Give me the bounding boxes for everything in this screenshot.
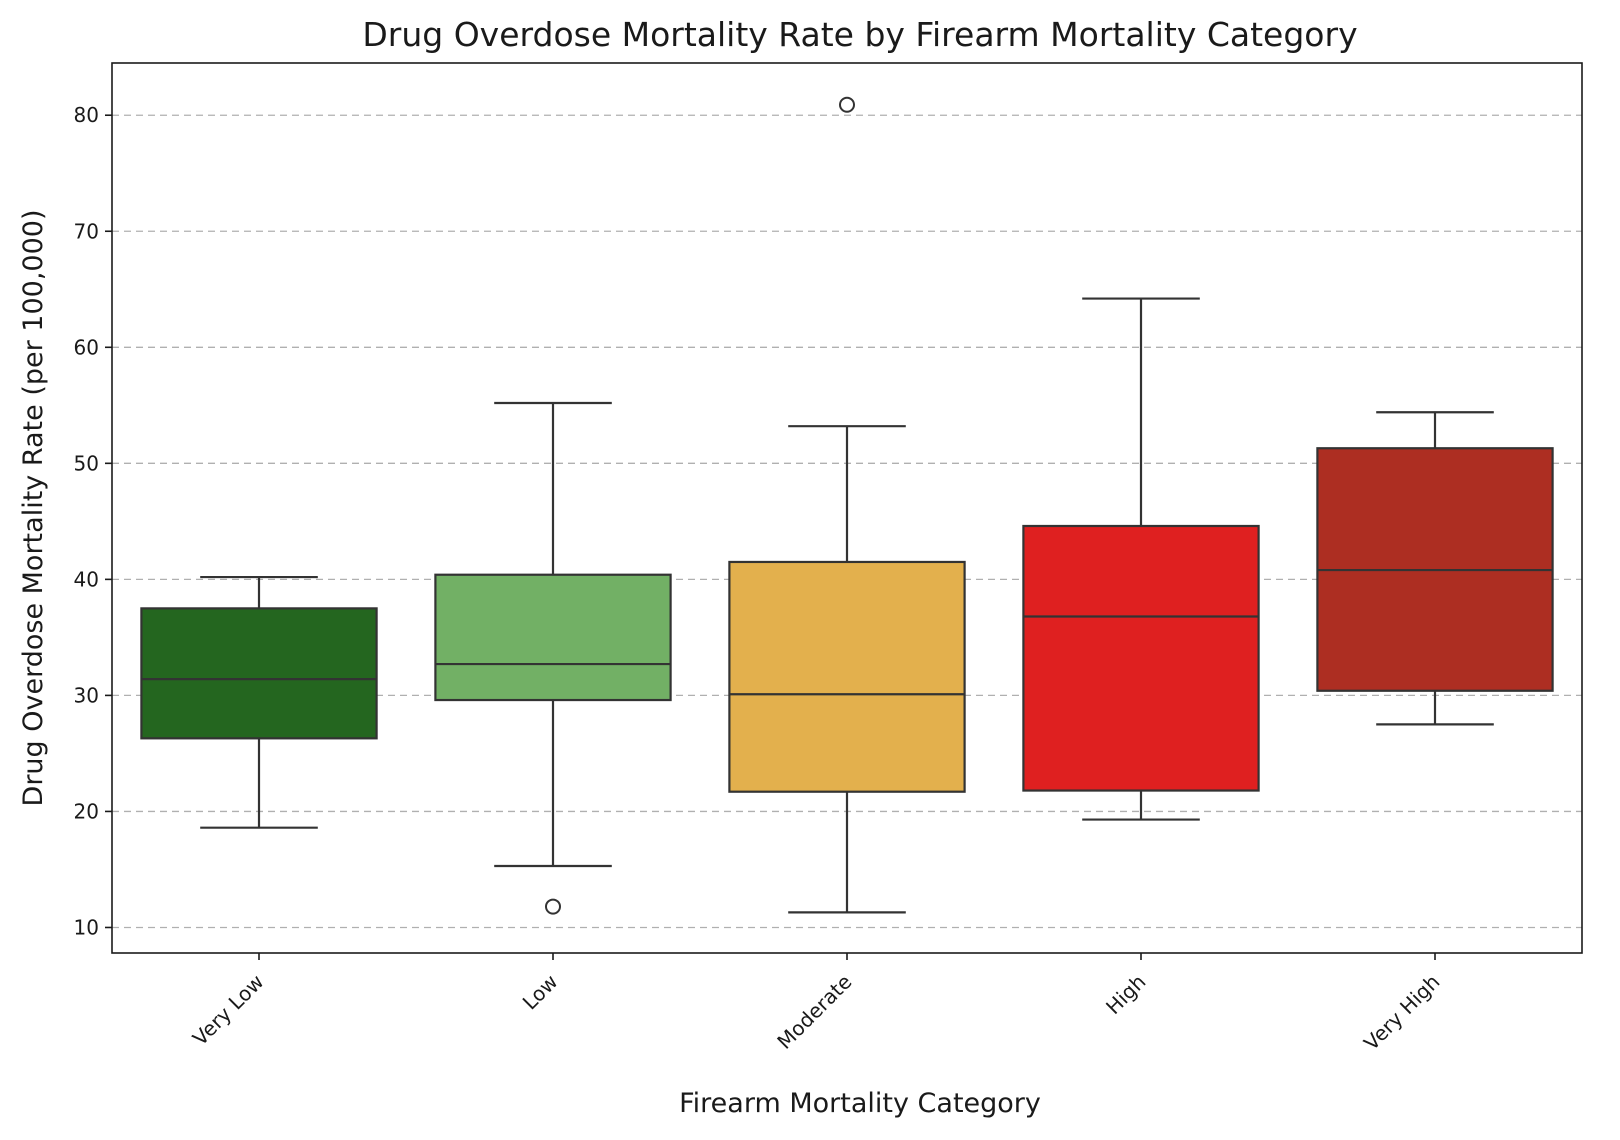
box-group bbox=[1022, 297, 1260, 821]
x-tick-label: High bbox=[1101, 970, 1150, 1019]
iqr-box bbox=[1022, 524, 1260, 792]
x-axis: Very Low Low Moderate High Very High bbox=[188, 953, 1445, 1055]
box-group bbox=[434, 401, 672, 915]
boxes bbox=[140, 96, 1554, 915]
y-tick-label: 40 bbox=[74, 567, 99, 591]
x-tick-label: Low bbox=[518, 970, 563, 1015]
box-group bbox=[140, 575, 378, 829]
x-axis-title: Firearm Mortality Category bbox=[679, 1088, 1041, 1119]
box-group bbox=[1316, 411, 1554, 726]
y-axis-title: Drug Overdose Mortality Rate (per 100,00… bbox=[18, 210, 49, 807]
y-tick-label: 80 bbox=[74, 103, 99, 127]
y-tick-label: 10 bbox=[74, 915, 99, 939]
x-tick-label: Very High bbox=[1359, 970, 1444, 1055]
chart-title: Drug Overdose Mortality Rate by Firearm … bbox=[362, 15, 1357, 54]
y-tick-label: 30 bbox=[74, 683, 99, 707]
iqr-box bbox=[728, 560, 966, 793]
x-tick-label: Very Low bbox=[188, 970, 269, 1051]
y-tick-label: 20 bbox=[74, 799, 99, 823]
outlier-point bbox=[839, 96, 855, 113]
y-tick-label: 60 bbox=[74, 335, 99, 359]
y-axis: 10 20 30 40 50 60 70 80 bbox=[74, 103, 112, 939]
iqr-box bbox=[140, 607, 378, 740]
outlier-point bbox=[545, 898, 561, 915]
box-group bbox=[728, 96, 966, 914]
y-tick-label: 70 bbox=[74, 219, 99, 243]
iqr-box bbox=[434, 573, 672, 702]
y-tick-label: 50 bbox=[74, 451, 99, 475]
x-tick-label: Moderate bbox=[772, 970, 856, 1054]
